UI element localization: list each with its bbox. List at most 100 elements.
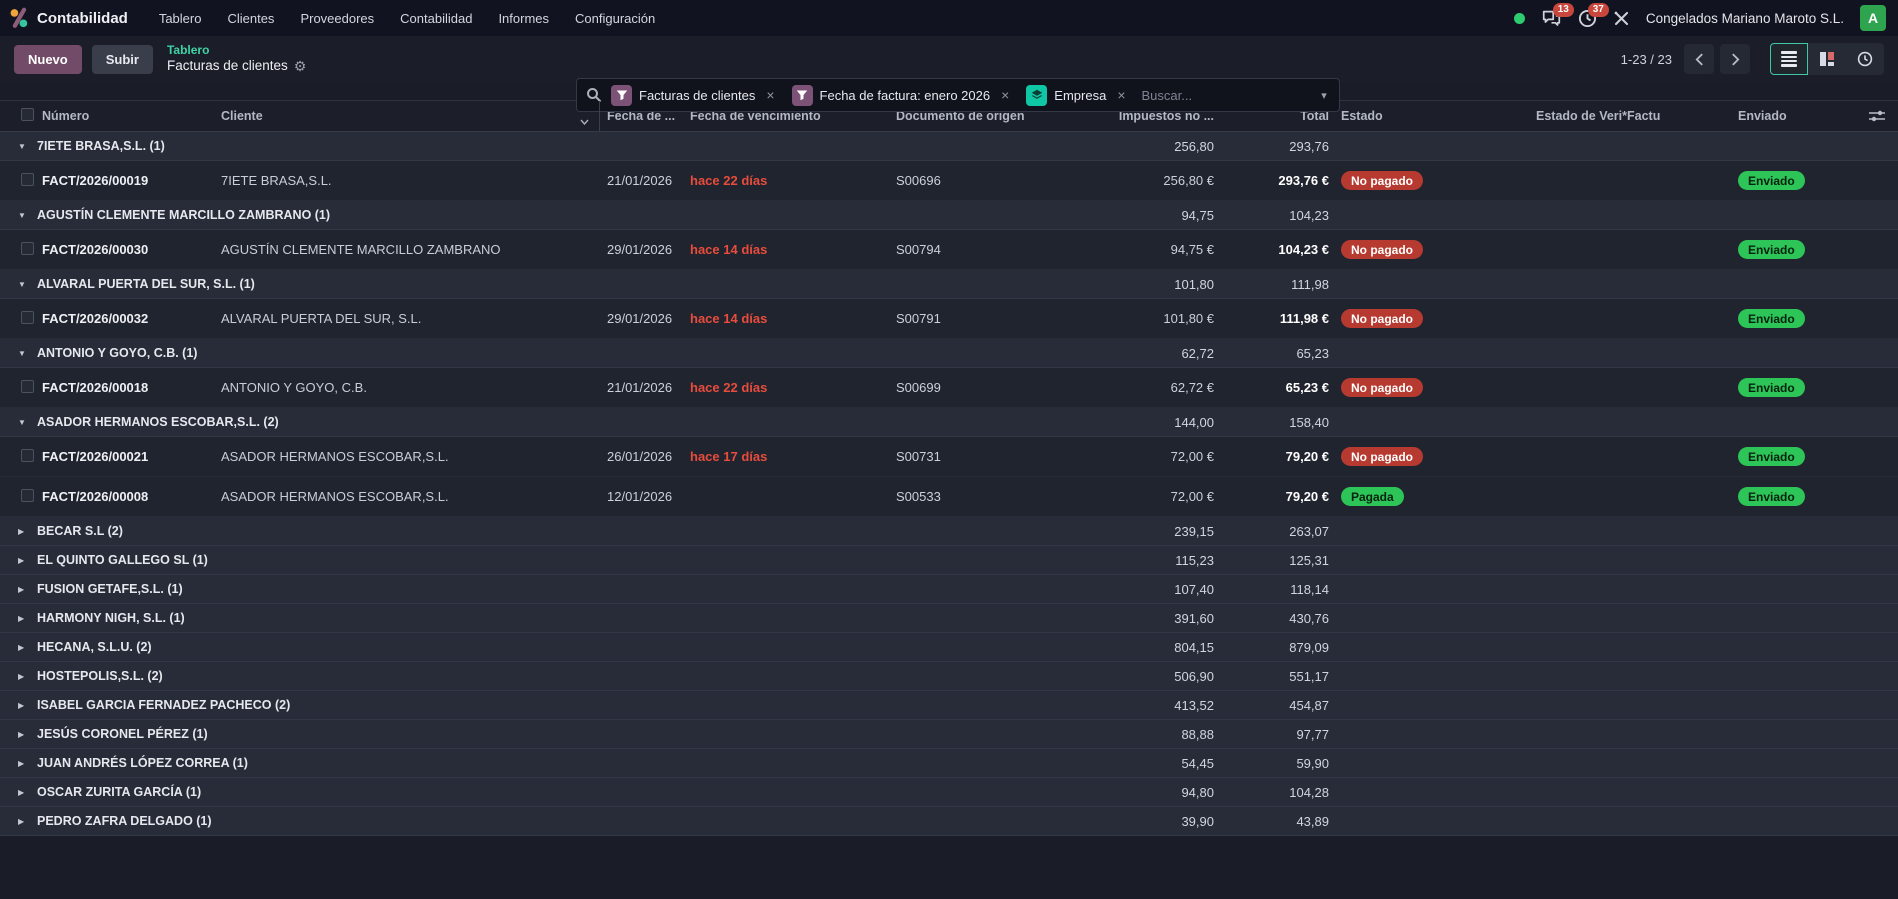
select-all-checkbox[interactable]	[0, 108, 40, 124]
column-header-due-date[interactable]: Fecha de vencimiento	[690, 109, 821, 123]
column-header-verifactu[interactable]: Estado de Veri*Factu	[1536, 109, 1661, 123]
group-row-el-quinto-gallego-sl[interactable]: ▶ EL QUINTO GALLEGO SL (1) 115,23 125,31	[0, 546, 1898, 575]
invoice-sent-cell: Enviado	[1730, 171, 1868, 190]
group-row-juan-andr-s-l-pez-correa[interactable]: ▶ JUAN ANDRÉS LÓPEZ CORREA (1) 54,45 59,90	[0, 749, 1898, 778]
activities-clock-icon[interactable]: 37	[1578, 2, 1609, 28]
column-header-date[interactable]: Fecha de ...	[607, 109, 676, 123]
group-total-subtotal: 104,28	[1289, 784, 1329, 800]
settings-gear-icon[interactable]: ⚙	[293, 57, 307, 74]
group-row-7iete-brasa-s-l[interactable]: ▼ 7IETE BRASA,S.L. (1) 256,80 293,76	[0, 132, 1898, 161]
column-header-untaxed[interactable]: Impuestos no ...	[1118, 109, 1214, 123]
group-untaxed-subtotal: 101,80	[1174, 276, 1214, 292]
top-nav: Contabilidad Tablero Clientes Proveedores C…	[0, 0, 1898, 36]
upload-button[interactable]: Subir	[91, 44, 153, 74]
user-avatar[interactable]: A	[1860, 5, 1886, 31]
row-checkbox[interactable]	[0, 172, 40, 189]
top-menu: Tablero Clientes Proveedores Contabilidad In…	[146, 0, 668, 36]
group-row-oscar-zurita-garc-a[interactable]: ▶ OSCAR ZURITA GARCÍA (1) 94,80 104,28	[0, 778, 1898, 807]
invoice-row-fact-2026-00032[interactable]: FACT/2026/00032 ALVARAL PUERTA DEL SUR, S…	[0, 299, 1898, 339]
column-header-sent[interactable]: Enviado	[1738, 109, 1787, 123]
facet-remove-icon[interactable]: ×	[1117, 87, 1126, 103]
group-row-jes-s-coronel-p-rez[interactable]: ▶ JESÚS CORONEL PÉREZ (1) 88,88 97,77	[0, 720, 1898, 749]
search-bar[interactable]: Facturas de clientes × Fecha de factura: e…	[576, 78, 1340, 112]
group-label: EL QUINTO GALLEGO SL (1)	[37, 553, 208, 567]
group-name: ▼ AGUSTÍN CLEMENTE MARCILLO ZAMBRANO (1)	[0, 208, 1100, 222]
group-total-subtotal: 104,23	[1289, 207, 1329, 223]
group-row-harmony-nigh-s-l[interactable]: ▶ HARMONY NIGH, S.L. (1) 391,60 430,76	[0, 604, 1898, 633]
company-switcher[interactable]: Congelados Mariano Maroto S.L.	[1645, 10, 1844, 26]
group-row-isabel-garcia-fernadez-pacheco[interactable]: ▶ ISABEL GARCIA FERNADEZ PACHECO (2) 413,5…	[0, 691, 1898, 720]
group-row-fusion-getafe-s-l[interactable]: ▶ FUSION GETAFE,S.L. (1) 107,40 118,14	[0, 575, 1898, 604]
row-checkbox[interactable]	[0, 310, 40, 327]
group-untaxed-subtotal: 144,00	[1174, 414, 1214, 430]
facet-remove-icon[interactable]: ×	[766, 87, 775, 103]
group-row-pedro-zafra-delgado[interactable]: ▶ PEDRO ZAFRA DELGADO (1) 39,90 43,89	[0, 807, 1898, 836]
search-facet-empresa[interactable]: Empresa ×	[1026, 84, 1133, 106]
invoice-row-fact-2026-00021[interactable]: FACT/2026/00021 ASADOR HERMANOS ESCOBAR,S…	[0, 437, 1898, 477]
column-header-number[interactable]: Número	[42, 109, 90, 123]
facet-remove-icon[interactable]: ×	[1001, 87, 1010, 103]
column-header-status[interactable]: Estado	[1341, 109, 1383, 123]
group-row-becar-s-l[interactable]: ▶ BECAR S.L (2) 239,15 263,07	[0, 517, 1898, 546]
group-total-subtotal: 118,14	[1290, 581, 1329, 597]
payment-status-badge: Pagada	[1341, 487, 1404, 506]
column-header-origin[interactable]: Documento de origen	[896, 109, 1025, 123]
invoice-due-date: hace 22 días	[690, 173, 768, 188]
invoice-row-fact-2026-00030[interactable]: FACT/2026/00030 AGUSTÍN CLEMENTE MARCILLO…	[0, 230, 1898, 270]
menu-item-clientes[interactable]: Clientes	[227, 10, 275, 26]
sent-status-badge: Enviado	[1738, 487, 1805, 506]
invoice-sent-cell: Enviado	[1730, 487, 1868, 506]
group-row-hostepolis-s-l[interactable]: ▶ HOSTEPOLIS,S.L. (2) 506,90 551,17	[0, 662, 1898, 691]
invoice-origin-document: S00794	[896, 242, 941, 257]
search-input[interactable]	[1141, 87, 1309, 103]
group-untaxed-subtotal: 94,80	[1181, 784, 1214, 800]
invoice-date: 26/01/2026	[607, 449, 673, 464]
group-row-asador-hermanos-escobar-s-l[interactable]: ▼ ASADOR HERMANOS ESCOBAR,S.L. (2) 144,00 1…	[0, 408, 1898, 437]
group-untaxed-subtotal: 391,60	[1174, 610, 1214, 626]
breadcrumb-parent-link[interactable]: Tablero	[166, 43, 210, 58]
facet-label: Facturas de clientes	[639, 87, 756, 103]
activity-view-button[interactable]	[1846, 43, 1884, 75]
group-label: AGUSTÍN CLEMENTE MARCILLO ZAMBRANO (1)	[37, 208, 331, 222]
new-button[interactable]: Nuevo	[14, 44, 82, 74]
messages-icon[interactable]: 13	[1541, 2, 1574, 28]
kanban-view-button[interactable]	[1808, 43, 1846, 75]
menu-item-tablero[interactable]: Tablero	[158, 10, 202, 26]
tools-icon[interactable]	[1613, 10, 1630, 27]
group-row-agust-n-clemente-marcillo-zambrano[interactable]: ▼ AGUSTÍN CLEMENTE MARCILLO ZAMBRANO (1) 9…	[0, 201, 1898, 230]
group-row-hecana-s-l-u[interactable]: ▶ HECANA, S.L.U. (2) 804,15 879,09	[0, 633, 1898, 662]
invoice-row-fact-2026-00008[interactable]: FACT/2026/00008 ASADOR HERMANOS ESCOBAR,S…	[0, 477, 1898, 517]
collapse-triangle-icon: ▼	[18, 210, 26, 220]
invoice-origin-document: S00731	[896, 449, 941, 464]
search-facet-fecha-de-factura-enero-2026[interactable]: Fecha de factura: enero 2026 ×	[791, 84, 1018, 106]
menu-item-configuraci-n[interactable]: Configuración	[575, 10, 656, 26]
menu-item-informes[interactable]: Informes	[498, 10, 550, 26]
search-dropdown-caret-icon[interactable]: ▾	[1321, 89, 1327, 102]
group-total-subtotal: 879,09	[1289, 639, 1329, 655]
group-label: JUAN ANDRÉS LÓPEZ CORREA (1)	[37, 756, 248, 770]
optional-columns-icon[interactable]	[1868, 109, 1898, 123]
group-row-alvaral-puerta-del-sur-s-l[interactable]: ▼ ALVARAL PUERTA DEL SUR, S.L. (1) 101,80 1…	[0, 270, 1898, 299]
invoice-row-fact-2026-00019[interactable]: FACT/2026/00019 7IETE BRASA,S.L. 21/01/202…	[0, 161, 1898, 201]
menu-item-proveedores[interactable]: Proveedores	[300, 10, 375, 26]
row-checkbox[interactable]	[0, 488, 40, 505]
row-checkbox[interactable]	[0, 448, 40, 465]
group-untaxed-subtotal: 256,80	[1174, 138, 1214, 154]
list-view-button[interactable]	[1770, 43, 1808, 75]
group-label: OSCAR ZURITA GARCÍA (1)	[37, 785, 202, 799]
group-label: ISABEL GARCIA FERNADEZ PACHECO (2)	[37, 698, 291, 712]
filter-facet-icon	[791, 84, 813, 106]
invoice-origin-document: S00696	[896, 173, 941, 188]
search-facet-facturas-de-clientes[interactable]: Facturas de clientes ×	[611, 84, 783, 106]
column-header-client[interactable]: Cliente	[215, 101, 600, 131]
group-row-antonio-y-goyo-c-b[interactable]: ▼ ANTONIO Y GOYO, C.B. (1) 62,72 65,23	[0, 339, 1898, 368]
invoice-untaxed-amount: 101,80 €	[1163, 311, 1214, 326]
pager-next-button[interactable]	[1720, 44, 1750, 74]
pager-previous-button[interactable]	[1684, 44, 1714, 74]
row-checkbox[interactable]	[0, 379, 40, 396]
invoice-date: 21/01/2026	[607, 380, 673, 395]
row-checkbox[interactable]	[0, 241, 40, 258]
menu-item-contabilidad[interactable]: Contabilidad	[400, 10, 473, 26]
invoice-row-fact-2026-00018[interactable]: FACT/2026/00018 ANTONIO Y GOYO, C.B. 21/01…	[0, 368, 1898, 408]
column-header-total[interactable]: Total	[1300, 109, 1329, 123]
